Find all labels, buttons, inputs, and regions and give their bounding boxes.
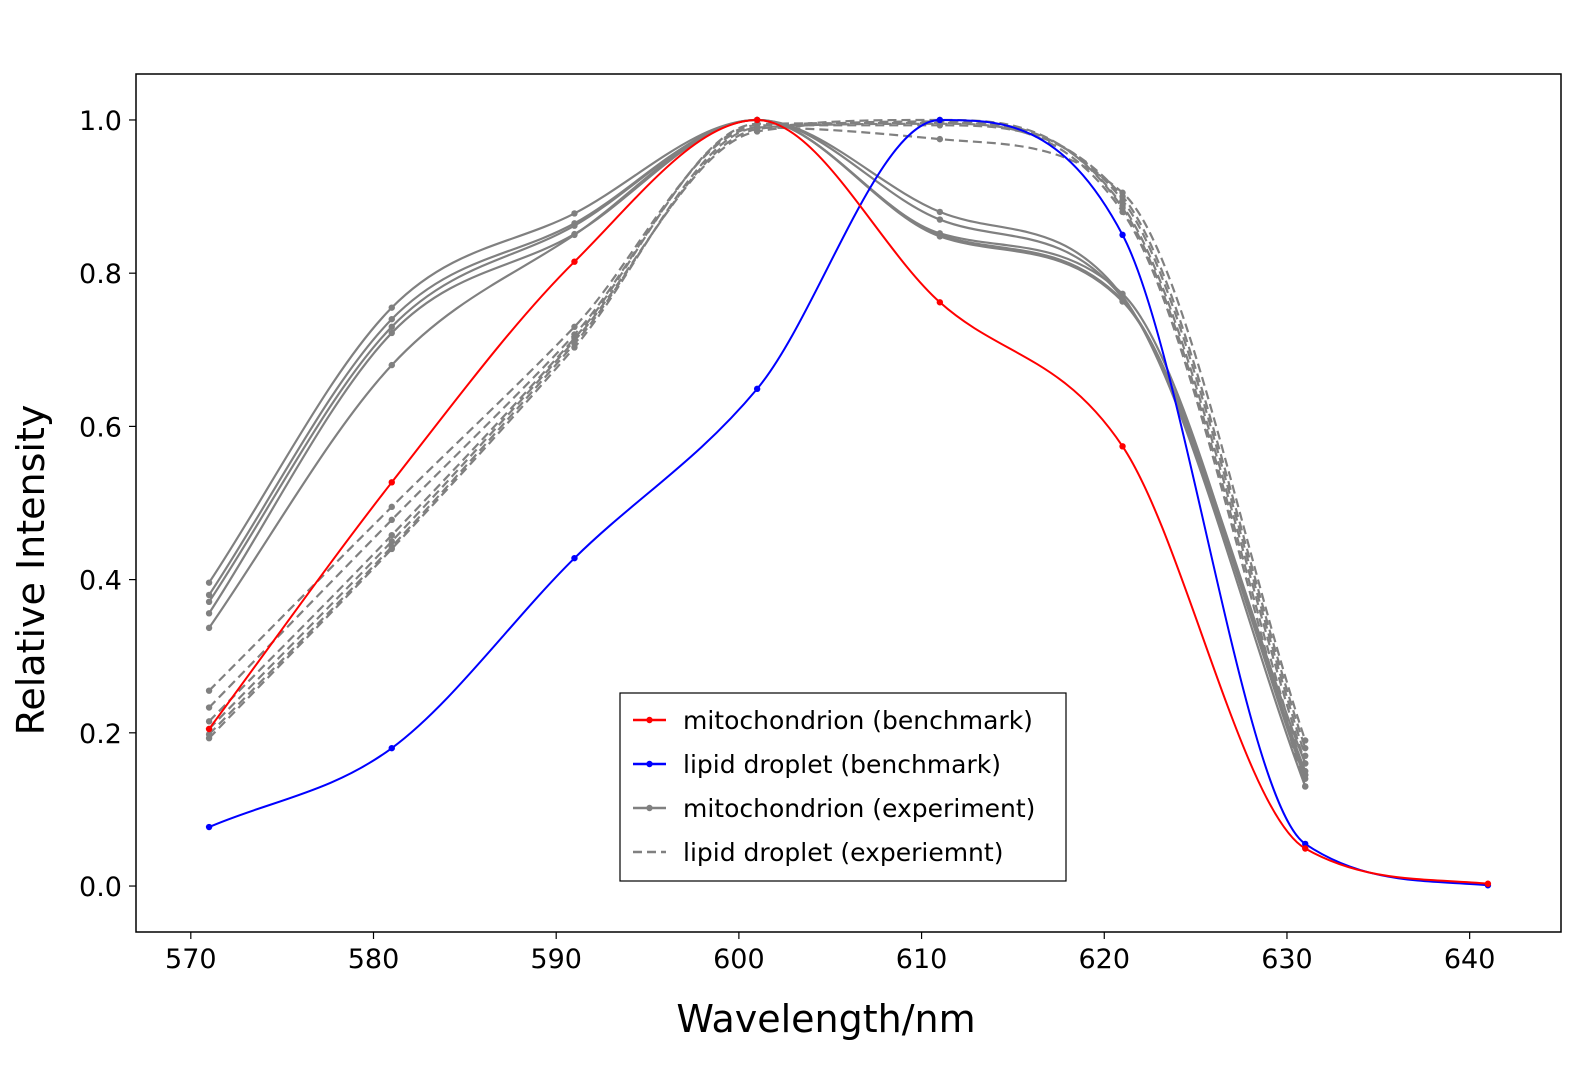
series-1 [205, 116, 1492, 889]
legend-item: lipid droplet (experiemnt) [633, 838, 1003, 867]
data-point [1302, 744, 1309, 752]
data-point [205, 598, 213, 606]
data-point [571, 210, 578, 217]
x-tick-label: 640 [1444, 944, 1496, 975]
x-axis: 570 580 590 600 610 620 630 640 [165, 932, 1495, 975]
x-tick-label: 600 [713, 944, 765, 975]
series-line [208, 118, 1489, 887]
y-axis-label: Relative Intensity [9, 405, 53, 736]
data-point [388, 361, 395, 369]
y-tick-label: 0.8 [79, 259, 122, 290]
data-point [936, 216, 944, 223]
legend-label: lipid droplet (benchmark) [683, 750, 1001, 779]
data-point [205, 624, 213, 632]
y-tick-label: 0.0 [79, 872, 122, 903]
data-point [205, 734, 213, 742]
data-point [753, 124, 761, 131]
data-point [1302, 840, 1309, 848]
data-point [936, 299, 944, 306]
data-point [388, 531, 395, 539]
series-12 [205, 120, 1309, 790]
x-tick-label: 620 [1078, 944, 1130, 975]
data-point [1119, 443, 1126, 450]
data-point [205, 823, 213, 831]
data-point [388, 323, 395, 331]
data-point [388, 545, 395, 553]
plot-frame [135, 73, 1562, 933]
data-point [388, 538, 395, 545]
series-line [208, 118, 1489, 885]
y-tick-label: 0.2 [79, 719, 122, 750]
data-point [571, 554, 578, 562]
legend-label: mitochondrion (experiment) [683, 794, 1035, 823]
series-0 [205, 116, 1492, 887]
data-point [936, 135, 944, 143]
data-point [571, 258, 578, 265]
x-axis-label: Wavelength/nm [676, 997, 975, 1041]
data-point [205, 687, 213, 694]
data-point [1302, 783, 1309, 790]
series-line [208, 122, 1307, 787]
legend-label: mitochondrion (benchmark) [683, 706, 1033, 735]
legend-swatch-marker [646, 716, 653, 724]
y-tick-label: 0.6 [79, 412, 122, 443]
data-point [571, 323, 578, 331]
x-tick-label: 570 [165, 944, 217, 975]
legend: mitochondrion (benchmark) lipid droplet (… [619, 692, 1067, 882]
data-point [1302, 752, 1309, 760]
data-point [205, 704, 213, 711]
data-point [1302, 845, 1309, 852]
data-point [388, 744, 395, 752]
x-tick-label: 590 [530, 944, 582, 975]
data-point [388, 479, 395, 486]
legend-swatch-marker [646, 804, 653, 812]
legend-item: lipid droplet (benchmark) [633, 750, 1001, 779]
data-point [1119, 208, 1126, 216]
data-point [1484, 880, 1492, 887]
data-point [1119, 231, 1126, 239]
data-point [388, 503, 395, 511]
data-point [205, 725, 213, 733]
legend-swatch-marker [646, 760, 653, 768]
data-point [1302, 760, 1309, 767]
y-tick-label: 0.4 [79, 566, 122, 597]
legend-item: mitochondrion (experiment) [633, 794, 1035, 823]
data-point [936, 208, 944, 216]
data-point [936, 116, 944, 124]
data-point [753, 116, 761, 124]
x-tick-label: 580 [348, 944, 400, 975]
data-point [1302, 771, 1309, 779]
data-point [1119, 290, 1126, 298]
legend-box [619, 692, 1067, 882]
data-point [753, 385, 761, 393]
data-point [1119, 296, 1126, 304]
y-axis: 0.0 0.2 0.4 0.6 0.8 1.0 [79, 106, 136, 903]
legend-label: lipid droplet (experiemnt) [683, 838, 1003, 867]
data-point [571, 222, 578, 229]
data-point [936, 231, 944, 239]
data-point [205, 718, 213, 725]
data-point [205, 579, 213, 586]
y-tick-label: 1.0 [79, 106, 122, 137]
data-point [571, 344, 578, 351]
x-tick-label: 610 [896, 944, 948, 975]
data-point [388, 315, 395, 323]
data-point [388, 329, 395, 337]
legend-item: mitochondrion (benchmark) [633, 706, 1033, 735]
data-point [571, 231, 578, 239]
data-point [388, 516, 395, 524]
data-point [205, 610, 213, 617]
x-tick-label: 630 [1261, 944, 1313, 975]
data-point [205, 591, 213, 599]
data-point [388, 304, 395, 311]
series-layer [205, 116, 1492, 889]
